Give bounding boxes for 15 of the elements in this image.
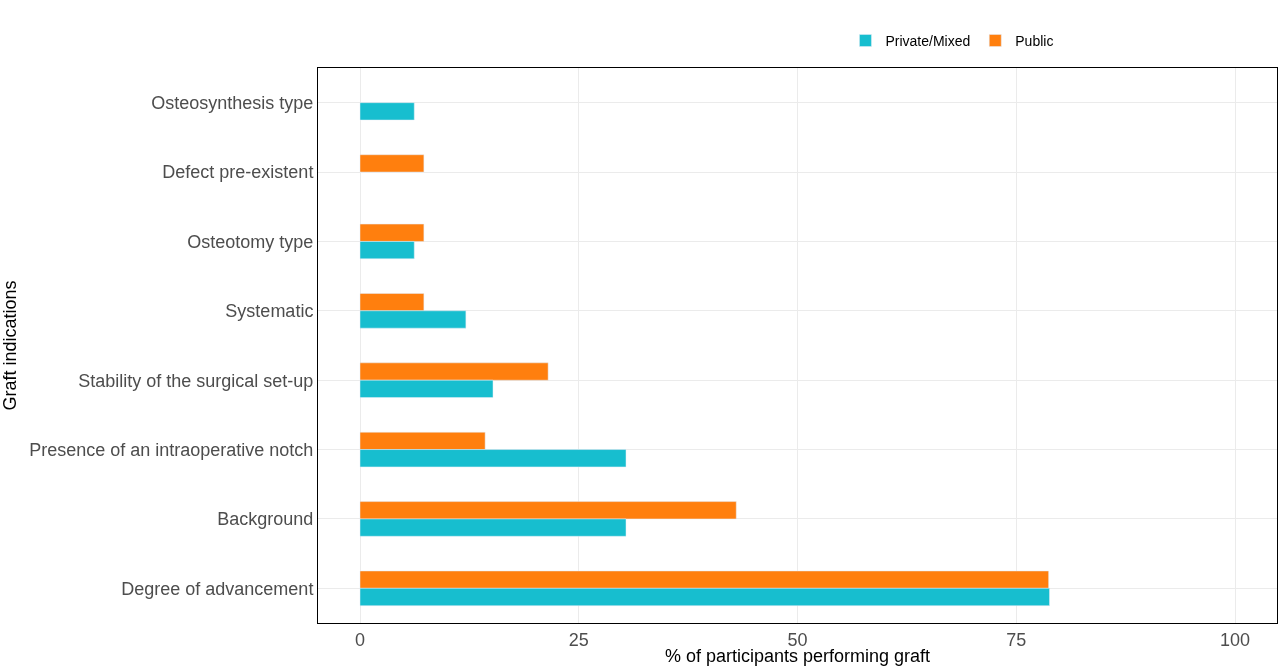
legend-label: Public — [1015, 32, 1054, 49]
y-tick-label: Presence of an intraoperative notch — [29, 439, 314, 460]
y-tick-label: Defect pre-existent — [162, 162, 314, 183]
x-tick-label: 25 — [568, 629, 589, 650]
y-tick-label: Systematic — [225, 301, 314, 322]
y-axis-title: Graft indications — [0, 280, 20, 411]
y-tick-label: Degree of advancement — [121, 578, 314, 599]
y-tick-label: Stability of the surgical set-up — [78, 370, 314, 391]
x-tick-label: 100 — [1219, 629, 1251, 650]
x-tick-label: 0 — [354, 629, 366, 650]
y-tick-label: Osteotomy type — [187, 231, 314, 252]
legend-label: Private/Mixed — [885, 32, 971, 49]
y-tick-label: Osteosynthesis type — [151, 92, 314, 113]
x-tick-label: 75 — [1006, 629, 1027, 650]
y-tick-label: Background — [217, 509, 314, 530]
